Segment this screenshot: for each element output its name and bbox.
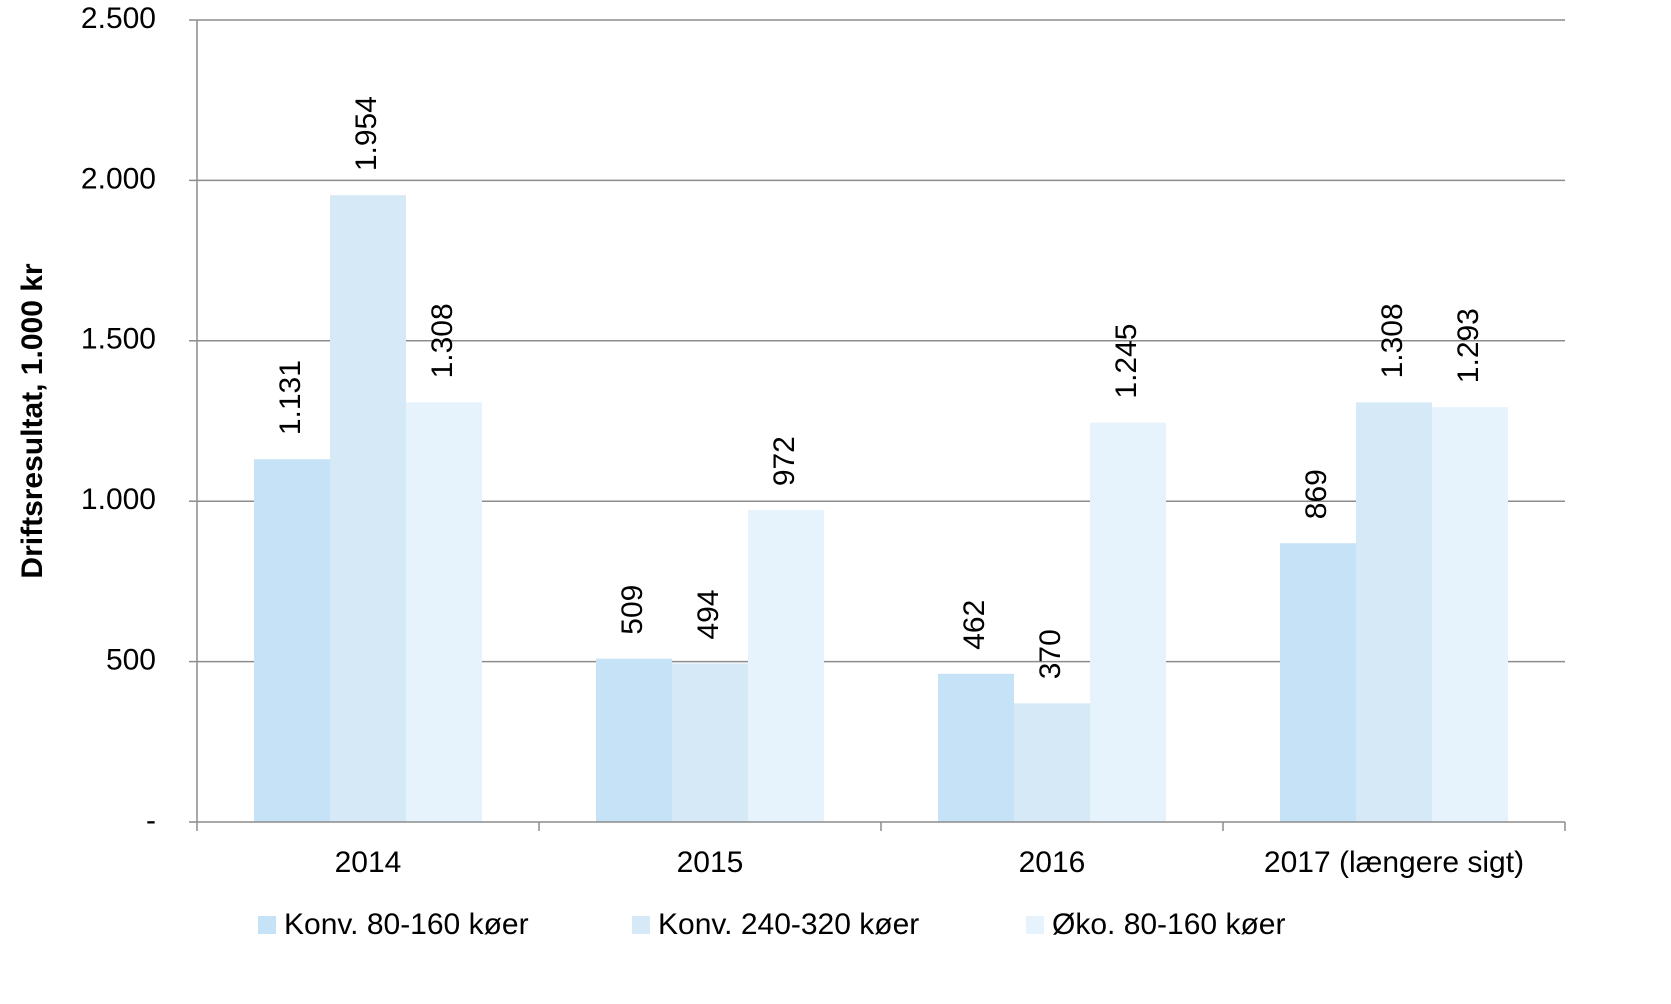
- bar: [748, 510, 824, 822]
- x-tick-label: 2015: [677, 846, 744, 879]
- legend-label: Øko. 80-160 køer: [1052, 908, 1285, 941]
- value-label: 370: [1034, 629, 1067, 679]
- x-tick-label: 2016: [1019, 846, 1086, 879]
- value-label: 972: [768, 436, 801, 486]
- value-label: 1.293: [1452, 308, 1485, 383]
- y-tick-label: -: [146, 804, 156, 837]
- bar: [330, 195, 406, 822]
- legend-swatch: [632, 916, 650, 934]
- legend-swatch: [258, 916, 276, 934]
- value-label: 494: [692, 589, 725, 639]
- y-tick-label: 2.000: [81, 162, 156, 195]
- value-label: 509: [616, 585, 649, 635]
- y-axis-title: Driftsresultat, 1.000 kr: [16, 263, 49, 578]
- bar: [1432, 407, 1508, 822]
- legend-label: Konv. 80-160 køer: [284, 908, 529, 941]
- value-label: 1.308: [1376, 303, 1409, 378]
- bar: [938, 673, 1014, 822]
- bar: [672, 663, 748, 822]
- value-label: 1.245: [1110, 324, 1143, 399]
- legend-label: Konv. 240-320 køer: [658, 908, 919, 941]
- value-label: 462: [958, 600, 991, 650]
- value-label: 1.308: [426, 303, 459, 378]
- value-label: 1.954: [350, 96, 383, 171]
- value-label: 869: [1300, 469, 1333, 519]
- y-tick-label: 1.500: [81, 323, 156, 356]
- legend-swatch: [1026, 916, 1044, 934]
- value-label: 1.131: [274, 360, 307, 435]
- bar: [406, 402, 482, 822]
- bar: [1356, 402, 1432, 822]
- x-tick-label: 2017 (længere sigt): [1264, 846, 1524, 879]
- y-tick-label: 500: [106, 644, 156, 677]
- x-tick-label: 2014: [335, 846, 402, 879]
- bar: [1014, 703, 1090, 822]
- bar: [596, 658, 672, 822]
- y-tick-label: 1.000: [81, 483, 156, 516]
- bar: [254, 459, 330, 822]
- bar: [1090, 422, 1166, 822]
- y-tick-label: 2.500: [81, 2, 156, 35]
- bar: [1280, 543, 1356, 822]
